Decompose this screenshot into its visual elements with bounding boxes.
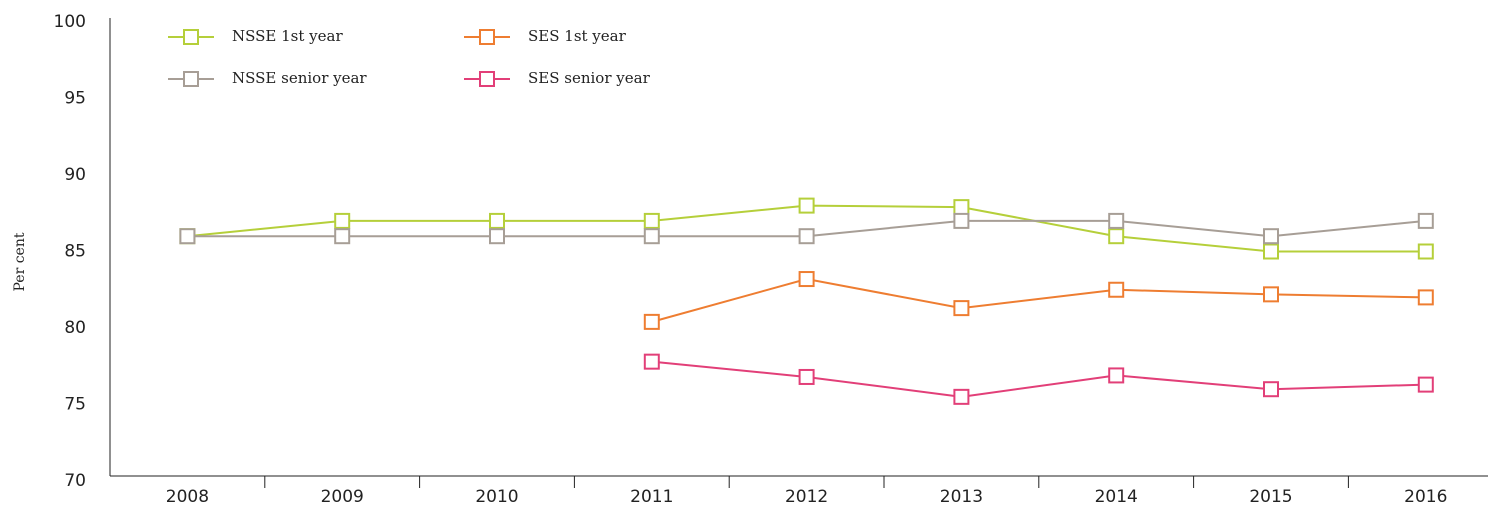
marker [1263,243,1279,260]
series-line [651,360,1426,398]
legend-marker [183,71,199,87]
marker [798,228,815,245]
legend-marker [183,29,199,45]
y-tick-label: 80 [64,318,86,338]
x-tick-label: 2014 [1095,487,1138,507]
y-tick-label: 75 [64,395,86,415]
marker [1417,289,1434,306]
legend-marker [479,71,495,87]
legend-label: NSSE senior year [232,69,367,87]
marker [798,368,815,385]
y-axis-label: Per cent [12,232,28,291]
marker [953,388,970,405]
marker [953,300,970,317]
marker [1263,381,1279,398]
marker [1108,212,1125,229]
marker [643,228,660,245]
marker [179,228,196,245]
x-tick-label: 2012 [785,487,828,507]
legend-label: NSSE 1st year [232,27,343,45]
marker [643,353,660,370]
marker [1417,376,1434,393]
marker [643,212,660,229]
marker [1108,228,1125,245]
marker [798,197,815,214]
marker [953,199,970,216]
marker [1417,243,1434,260]
legend-label: SES 1st year [528,27,627,45]
marker [953,212,970,229]
marker [489,212,505,229]
marker [1108,281,1125,298]
marker [643,313,660,330]
marker [1417,212,1434,229]
x-tick-label: 2008 [166,487,209,507]
x-tick-label: 2013 [940,487,983,507]
marker [334,212,351,229]
marker [1263,286,1279,303]
marker [489,228,505,245]
marker [798,271,815,288]
marker [1108,367,1125,384]
x-tick-label: 2011 [630,487,673,507]
marker [1263,228,1279,245]
series-line [651,278,1426,323]
marker [334,228,351,245]
x-tick-label: 2016 [1404,487,1447,507]
x-tick-label: 2009 [321,487,364,507]
x-tick-label: 2010 [475,487,518,507]
legend-marker [479,29,495,45]
x-tick-label: 2015 [1249,487,1292,507]
y-tick-label: 95 [64,89,86,109]
y-tick-label: 85 [64,242,86,262]
y-tick-label: 100 [54,12,86,32]
y-tick-label: 70 [64,471,86,491]
y-tick-label: 90 [64,165,86,185]
legend-label: SES senior year [528,69,651,87]
